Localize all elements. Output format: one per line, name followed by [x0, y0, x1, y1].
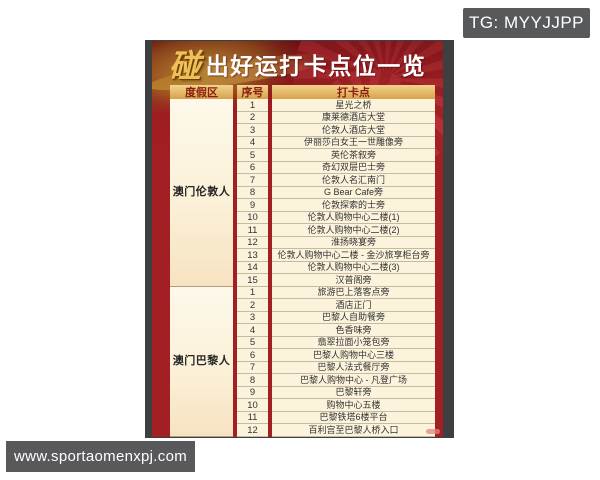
- checkin-point-cell: 星光之桥: [272, 99, 435, 112]
- column-header-resort: 度假区: [170, 85, 233, 99]
- title-text: 出好运打卡点位一览: [205, 52, 427, 79]
- resort-cell: 澳门巴黎人: [170, 286, 233, 437]
- checkin-point-cell: 色香味旁: [272, 324, 435, 337]
- row-index-cell: 2: [237, 299, 268, 312]
- checkin-point-cell: 伦敦人酒店大堂: [272, 124, 435, 137]
- poster-title: 碰 出好运打卡点位一览: [152, 46, 443, 86]
- row-index-cell: 8: [237, 374, 268, 387]
- checkin-point-cell: 伊丽莎白女王一世雕像旁: [272, 136, 435, 149]
- watermark-logo: [426, 429, 440, 434]
- checkin-table: 度假区 序号 打卡点 澳门伦敦人 1 星光之桥 2 康莱德酒店大堂 3 伦敦人酒店大堂 4 伊丽…: [170, 85, 435, 437]
- checkin-point-cell: 淮扬晓宴旁: [272, 236, 435, 249]
- poster-card: 碰 出好运打卡点位一览 度假区 序号 打卡点 澳门伦敦人 1 星光之桥 2 康莱德酒店大…: [152, 41, 443, 437]
- checkin-point-cell: 翡翠拉面小笼包旁: [272, 336, 435, 349]
- checkin-point-cell: G Bear Cafe旁: [272, 186, 435, 199]
- checkin-point-cell: 伦敦人购物中心二楼 - 金沙旅享柜台旁: [272, 249, 435, 262]
- title-calligraphy-char: 碰: [168, 47, 201, 85]
- row-index-cell: 5: [237, 149, 268, 162]
- row-index-cell: 9: [237, 386, 268, 399]
- checkin-point-cell: 购物中心五楼: [272, 399, 435, 412]
- row-index-cell: 11: [237, 224, 268, 237]
- checkin-point-cell: 康莱德酒店大堂: [272, 111, 435, 124]
- row-index-cell: 6: [237, 161, 268, 174]
- row-index-cell: 4: [237, 324, 268, 337]
- telegram-contact-badge: TG: MYYJJPP: [463, 8, 590, 38]
- row-index-cell: 4: [237, 136, 268, 149]
- checkin-point-cell: 巴黎人购物中心三楼: [272, 349, 435, 362]
- checkin-point-cell: 巴黎人自助餐旁: [272, 311, 435, 324]
- checkin-point-cell: 伦敦人购物中心二楼(1): [272, 211, 435, 224]
- checkin-point-cell: 奇幻双层巴士旁: [272, 161, 435, 174]
- checkin-point-cell: 酒店正门: [272, 299, 435, 312]
- row-index-cell: 12: [237, 236, 268, 249]
- row-index-cell: 3: [237, 124, 268, 137]
- column-header-index: 序号: [237, 85, 268, 99]
- row-index-cell: 1: [237, 286, 268, 299]
- checkin-point-cell: 巴黎人购物中心 - 凡登广场: [272, 374, 435, 387]
- row-index-cell: 8: [237, 186, 268, 199]
- checkin-point-cell: 百利宫至巴黎人桥入口: [272, 424, 435, 437]
- column-header-point: 打卡点: [272, 85, 435, 99]
- checkin-point-cell: 旅游巴上落客点旁: [272, 286, 435, 299]
- row-index-cell: 7: [237, 361, 268, 374]
- row-index-cell: 6: [237, 349, 268, 362]
- checkin-point-cell: 伦敦人购物中心二楼(2): [272, 224, 435, 237]
- row-index-cell: 14: [237, 261, 268, 274]
- website-url-label: www.sportaomenxpj.com: [13, 448, 188, 465]
- row-index-cell: 7: [237, 174, 268, 187]
- checkin-point-cell: 巴黎轩旁: [272, 386, 435, 399]
- row-index-cell: 5: [237, 336, 268, 349]
- checkin-point-cell: 巴黎人法式餐厅旁: [272, 361, 435, 374]
- checkin-point-cell: 伦敦人购物中心二楼(3): [272, 261, 435, 274]
- row-index-cell: 1: [237, 99, 268, 112]
- row-index-cell: 2: [237, 111, 268, 124]
- telegram-contact-label: TG: MYYJJPP: [468, 13, 585, 32]
- checkin-point-cell: 伦敦探索的士旁: [272, 199, 435, 212]
- row-index-cell: 15: [237, 274, 268, 287]
- website-url-bar: www.sportaomenxpj.com: [6, 441, 195, 472]
- resort-cell: 澳门伦敦人: [170, 99, 233, 287]
- row-index-cell: 9: [237, 199, 268, 212]
- checkin-point-cell: 英伦茶叙旁: [272, 149, 435, 162]
- checkin-point-cell: 巴黎铁塔6楼平台: [272, 411, 435, 424]
- poster-card-frame: 碰 出好运打卡点位一览 度假区 序号 打卡点 澳门伦敦人 1 星光之桥 2 康莱德酒店大…: [145, 40, 454, 438]
- row-index-cell: 3: [237, 311, 268, 324]
- row-index-cell: 12: [237, 424, 268, 437]
- row-index-cell: 11: [237, 411, 268, 424]
- checkin-point-cell: 伦敦人名汇南门: [272, 174, 435, 187]
- row-index-cell: 10: [237, 211, 268, 224]
- checkin-point-cell: 汉普阁旁: [272, 274, 435, 287]
- row-index-cell: 13: [237, 249, 268, 262]
- row-index-cell: 10: [237, 399, 268, 412]
